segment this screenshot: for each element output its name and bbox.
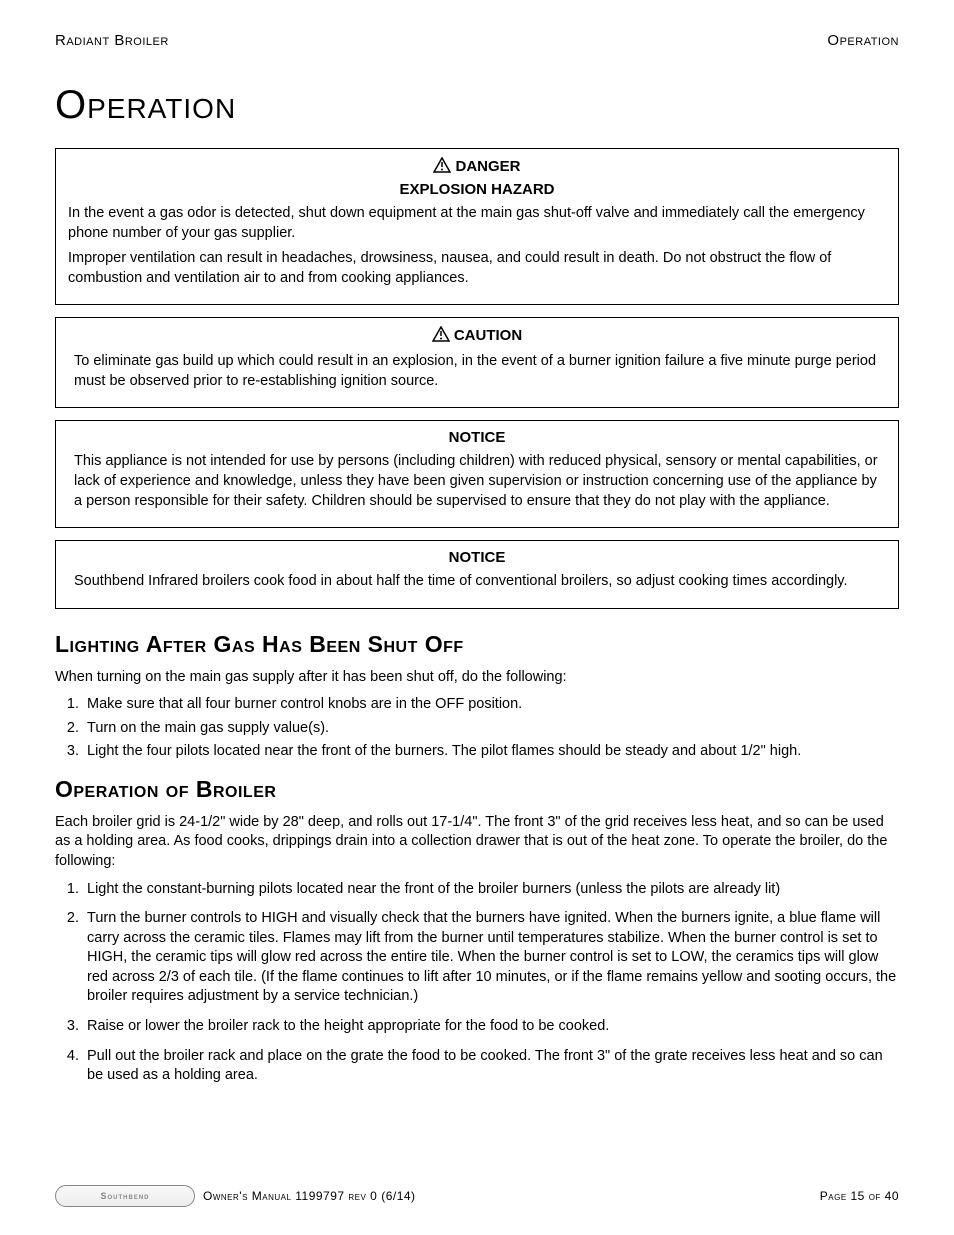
list-item: Turn the burner controls to HIGH and vis… — [83, 909, 899, 1007]
page: Radiant Broiler Operation Operation DANG… — [0, 0, 954, 1235]
caution-box: CAUTION To eliminate gas build up which … — [55, 317, 899, 408]
operation-intro: Each broiler grid is 24-1/2" wide by 28"… — [55, 813, 899, 872]
notice1-p1: This appliance is not intended for use b… — [74, 452, 880, 511]
header-left: Radiant Broiler — [55, 32, 169, 49]
caution-label: CAUTION — [454, 327, 522, 344]
list-item: Light the four pilots located near the f… — [83, 742, 899, 762]
footer-pagination: Page 15 of 40 — [820, 1189, 899, 1203]
logo-text: Southbend — [100, 1191, 149, 1201]
notice-box-2: NOTICE Southbend Infrared broilers cook … — [55, 540, 899, 609]
danger-header: DANGER — [68, 157, 886, 177]
notice1-label: NOTICE — [74, 429, 880, 446]
page-title: Operation — [55, 83, 899, 128]
danger-p2: Improper ventilation can result in heada… — [68, 249, 886, 288]
caution-header: CAUTION — [74, 326, 880, 346]
section-heading-operation: Operation of Broiler — [55, 776, 899, 803]
notice2-p1: Southbend Infrared broilers cook food in… — [74, 572, 880, 592]
lighting-steps: Make sure that all four burner control k… — [55, 695, 899, 762]
brand-logo: Southbend — [55, 1185, 195, 1207]
list-item: Light the constant-burning pilots locate… — [83, 880, 899, 900]
list-item: Turn on the main gas supply value(s). — [83, 719, 899, 739]
operation-steps: Light the constant-burning pilots locate… — [55, 880, 899, 1086]
list-item: Pull out the broiler rack and place on t… — [83, 1047, 899, 1086]
list-item: Make sure that all four burner control k… — [83, 695, 899, 715]
notice2-label: NOTICE — [74, 549, 880, 566]
page-total: 40 — [885, 1189, 899, 1203]
running-header: Radiant Broiler Operation — [55, 32, 899, 49]
page-footer: Southbend Owner's Manual 1199797 rev 0 (… — [55, 1185, 899, 1207]
warning-triangle-icon — [432, 326, 450, 346]
header-right: Operation — [827, 32, 899, 49]
caution-p1: To eliminate gas build up which could re… — [74, 352, 880, 391]
footer-left: Southbend Owner's Manual 1199797 rev 0 (… — [55, 1185, 416, 1207]
danger-label: DANGER — [455, 158, 520, 175]
danger-box: DANGER EXPLOSION HAZARD In the event a g… — [55, 148, 899, 305]
danger-p1: In the event a gas odor is detected, shu… — [68, 204, 886, 243]
page-label-prefix: Page — [820, 1189, 851, 1203]
list-item: Raise or lower the broiler rack to the h… — [83, 1017, 899, 1037]
page-label-middle: of — [865, 1189, 885, 1203]
page-current: 15 — [851, 1189, 865, 1203]
lighting-intro: When turning on the main gas supply afte… — [55, 668, 899, 688]
danger-sublabel: EXPLOSION HAZARD — [68, 181, 886, 198]
footer-manual-id: Owner's Manual 1199797 rev 0 (6/14) — [203, 1189, 416, 1203]
notice-box-1: NOTICE This appliance is not intended fo… — [55, 420, 899, 528]
warning-triangle-icon — [433, 157, 451, 177]
section-heading-lighting: Lighting After Gas Has Been Shut Off — [55, 631, 899, 658]
